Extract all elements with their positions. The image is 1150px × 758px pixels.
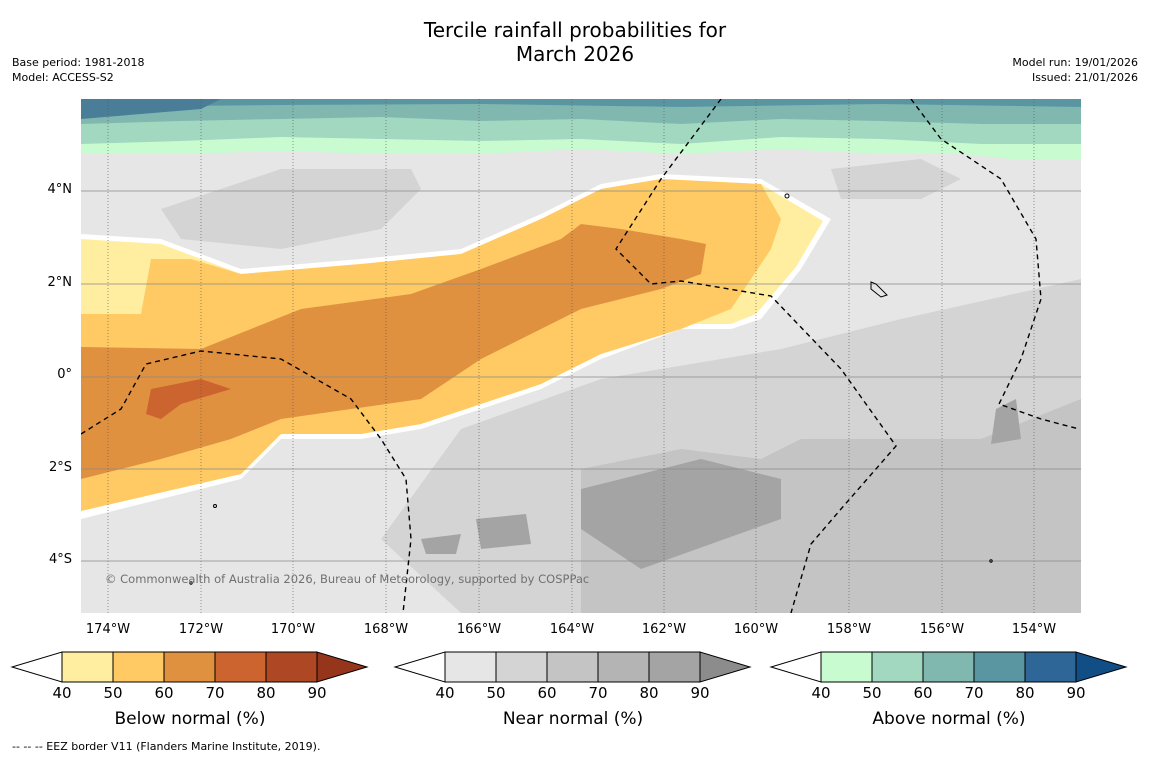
copyright-notice: © Commonwealth of Australia 2026, Bureau… bbox=[105, 572, 590, 586]
colorbar-above-normal-swatches bbox=[769, 651, 1128, 683]
below-normal-tick: 80 bbox=[256, 684, 276, 702]
lat-label-4s: 4°S bbox=[48, 552, 72, 567]
lat-label-4n: 4°N bbox=[47, 182, 73, 197]
colorbar-below-normal bbox=[10, 650, 370, 684]
below-normal-tick: 70 bbox=[205, 684, 225, 702]
eez-legend-note: -- -- -- EEZ border V11 (Flanders Marine… bbox=[12, 740, 321, 753]
below-normal-60-region bbox=[81, 224, 706, 479]
model-name: Model: ACCESS-S2 bbox=[12, 71, 114, 84]
model-run: Model run: 19/01/2026 bbox=[1012, 56, 1138, 69]
near-normal-swatch-4 bbox=[597, 651, 650, 683]
lon-label-164w: 164°W bbox=[549, 622, 595, 637]
near-normal-80-region-4 bbox=[421, 534, 461, 554]
near-normal-tick: 50 bbox=[486, 684, 506, 702]
below-normal-swatch-under bbox=[10, 651, 63, 683]
title-line-2: March 2026 bbox=[515, 42, 635, 66]
colorbar-near-normal-ticks: 40 50 60 70 80 90 bbox=[393, 684, 753, 704]
above-normal-swatch-4 bbox=[973, 651, 1026, 683]
below-normal-70-region bbox=[146, 379, 231, 419]
lon-label-172w: 172°W bbox=[178, 622, 224, 637]
below-normal-swatch-2 bbox=[112, 651, 165, 683]
near-normal-60-region-east bbox=[831, 159, 961, 199]
title-line-1: Tercile rainfall probabilities for bbox=[423, 18, 727, 42]
above-normal-60-band bbox=[81, 99, 1081, 124]
eez-borders bbox=[81, 99, 1080, 613]
near-normal-tick: 80 bbox=[639, 684, 659, 702]
above-normal-tick: 40 bbox=[811, 684, 831, 702]
near-normal-tick: 90 bbox=[690, 684, 710, 702]
above-normal-tick: 90 bbox=[1066, 684, 1086, 702]
lon-label-158w: 158°W bbox=[826, 622, 872, 637]
lon-label-156w: 156°W bbox=[919, 622, 965, 637]
colorbar-below-normal-swatches bbox=[10, 651, 369, 683]
lon-label-154w: 154°W bbox=[1011, 622, 1057, 637]
near-normal-80-region-3 bbox=[991, 399, 1021, 444]
lon-label-162w: 162°W bbox=[641, 622, 687, 637]
below-normal-label: Below normal (%) bbox=[114, 709, 266, 729]
issued-date: Issued: 21/01/2026 bbox=[1031, 71, 1138, 84]
near-normal-swatch-3 bbox=[546, 651, 599, 683]
near-normal-swatch-5 bbox=[648, 651, 701, 683]
meta-left: Base period: 1981-2018 Model: ACCESS-S2 bbox=[12, 55, 144, 85]
above-normal-swatch-3 bbox=[922, 651, 975, 683]
near-normal-swatch-over bbox=[699, 651, 752, 683]
latitude-gridlines bbox=[81, 190, 1081, 562]
near-normal-70-region bbox=[581, 399, 1081, 613]
below-normal-swatch-5 bbox=[265, 651, 318, 683]
islands bbox=[189, 193, 993, 585]
above-normal-70-band-west bbox=[81, 99, 221, 119]
above-normal-tick: 60 bbox=[913, 684, 933, 702]
above-normal-tick: 70 bbox=[964, 684, 984, 702]
colorbar-above-normal-ticks: 40 50 60 70 80 90 bbox=[769, 684, 1129, 704]
lon-label-168w: 168°W bbox=[363, 622, 409, 637]
above-normal-swatch-under bbox=[769, 651, 822, 683]
above-normal-70-band bbox=[81, 99, 1081, 107]
near-normal-80-region bbox=[581, 459, 781, 569]
above-normal-swatch-2 bbox=[871, 651, 924, 683]
near-normal-swatch-under bbox=[393, 651, 446, 683]
below-normal-swatch-4 bbox=[214, 651, 267, 683]
lat-label-2n: 2°N bbox=[47, 275, 73, 290]
above-normal-tick: 80 bbox=[1015, 684, 1035, 702]
colorbar-near-normal-swatches bbox=[393, 651, 752, 683]
near-normal-swatch-1 bbox=[444, 651, 497, 683]
above-normal-swatch-1 bbox=[820, 651, 873, 683]
below-normal-tick: 60 bbox=[154, 684, 174, 702]
colorbar-above-normal bbox=[769, 650, 1129, 684]
below-normal-swatch-3 bbox=[163, 651, 216, 683]
below-normal-tick: 50 bbox=[103, 684, 123, 702]
near-normal-60-region-north bbox=[161, 169, 421, 249]
near-normal-tick: 40 bbox=[435, 684, 455, 702]
near-normal-80-region-2 bbox=[476, 514, 531, 549]
colorbar-near-normal bbox=[393, 650, 753, 684]
map-canvas bbox=[81, 99, 1081, 613]
lon-label-170w: 170°W bbox=[270, 622, 316, 637]
lat-label-2s: 2°S bbox=[48, 460, 72, 475]
below-normal-tick: 40 bbox=[52, 684, 72, 702]
near-normal-tick: 60 bbox=[537, 684, 557, 702]
colorbar-below-normal-ticks: 40 50 60 70 80 90 bbox=[10, 684, 370, 704]
above-normal-swatch-5 bbox=[1024, 651, 1077, 683]
meta-right: Model run: 19/01/2026 Issued: 21/01/2026 bbox=[1012, 55, 1138, 85]
base-period: Base period: 1981-2018 bbox=[12, 56, 145, 69]
lat-label-0: 0° bbox=[57, 367, 72, 382]
near-normal-tick: 70 bbox=[588, 684, 608, 702]
below-normal-tick: 90 bbox=[307, 684, 327, 702]
above-normal-label: Above normal (%) bbox=[872, 709, 1026, 729]
lon-label-160w: 160°W bbox=[733, 622, 779, 637]
below-normal-swatch-1 bbox=[61, 651, 114, 683]
lon-label-166w: 166°W bbox=[456, 622, 502, 637]
near-normal-swatch-2 bbox=[495, 651, 548, 683]
probability-map[interactable] bbox=[81, 99, 1081, 613]
above-normal-swatch-over bbox=[1075, 651, 1128, 683]
lon-label-174w: 174°W bbox=[85, 622, 131, 637]
below-normal-swatch-over bbox=[316, 651, 369, 683]
chart-title: Tercile rainfall probabilities for March… bbox=[0, 18, 1150, 66]
above-normal-tick: 50 bbox=[862, 684, 882, 702]
near-normal-label: Near normal (%) bbox=[502, 709, 644, 729]
